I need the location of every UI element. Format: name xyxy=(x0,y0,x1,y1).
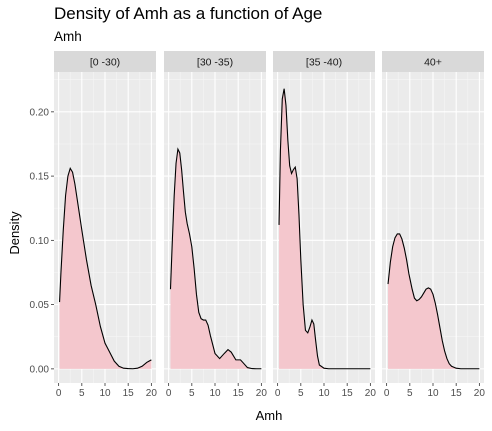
x-tick-label: 5 xyxy=(407,388,413,399)
chart-subtitle: Amh xyxy=(54,29,82,44)
x-tick-label: 20 xyxy=(474,388,486,399)
facet-strip-label: [35 -40) xyxy=(306,57,342,69)
facet-strip-label: [0 -30) xyxy=(90,57,120,69)
x-tick-label: 15 xyxy=(233,388,245,399)
x-axis-title: Amh xyxy=(256,408,283,423)
x-tick-label: 20 xyxy=(146,388,158,399)
density-area xyxy=(388,233,480,369)
facet-strip-label: [30 -35) xyxy=(197,57,233,69)
x-tick-label: 0 xyxy=(166,388,172,399)
chart-title: Density of Amh as a function of Age xyxy=(54,4,323,23)
y-tick-label: 0.10 xyxy=(30,236,50,247)
x-tick-label: 10 xyxy=(99,388,111,399)
facet-strip xyxy=(273,51,375,72)
density-line xyxy=(59,167,152,370)
y-tick-label: 0.15 xyxy=(30,172,50,183)
x-tick-label: 15 xyxy=(123,388,135,399)
x-tick-label: 0 xyxy=(275,388,281,399)
facet-strip xyxy=(382,51,484,72)
density-area xyxy=(279,88,371,369)
y-tick-label: 0.00 xyxy=(30,364,50,375)
x-tick-label: 15 xyxy=(342,388,354,399)
facet-strip xyxy=(164,51,266,72)
y-tick-label: 0.05 xyxy=(30,300,50,311)
density-area xyxy=(59,168,152,369)
y-axis-title: Density xyxy=(7,211,22,255)
density-line xyxy=(278,88,371,370)
x-tick-label: 5 xyxy=(298,388,304,399)
x-tick-label: 5 xyxy=(79,388,85,399)
density-line xyxy=(169,147,262,370)
x-tick-label: 5 xyxy=(189,388,195,399)
facet-strip xyxy=(54,51,156,72)
density-area xyxy=(170,149,262,369)
x-tick-label: 20 xyxy=(256,388,268,399)
x-tick-label: 10 xyxy=(209,388,221,399)
facet-strip-label: 40+ xyxy=(424,57,442,69)
y-tick-label: 0.20 xyxy=(30,107,50,118)
x-tick-label: 15 xyxy=(451,388,463,399)
x-tick-label: 0 xyxy=(384,388,390,399)
x-tick-label: 10 xyxy=(427,388,439,399)
density-line xyxy=(387,233,480,370)
x-tick-label: 0 xyxy=(56,388,62,399)
x-tick-label: 10 xyxy=(318,388,330,399)
x-tick-label: 20 xyxy=(365,388,377,399)
